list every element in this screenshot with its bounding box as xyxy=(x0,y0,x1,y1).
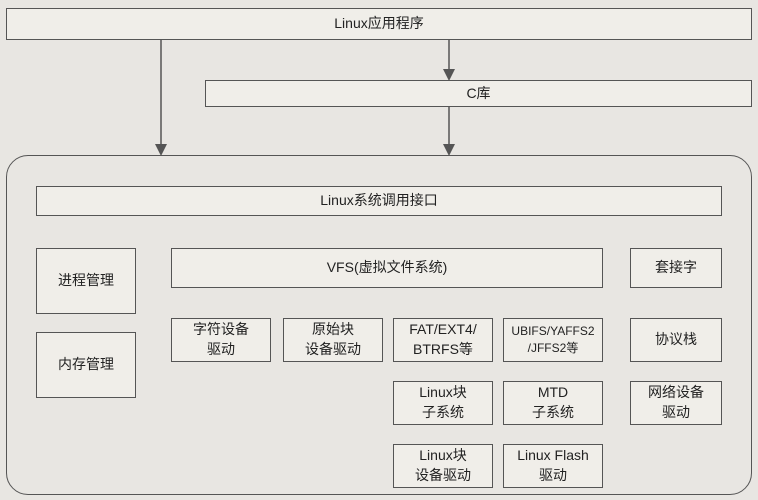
blk-drv-box: Linux块 设备驱动 xyxy=(393,444,493,488)
mtd-sub-label: MTD 子系统 xyxy=(532,383,574,422)
proto-stack-label: 协议栈 xyxy=(655,330,697,350)
linux-app-box: Linux应用程序 xyxy=(6,8,752,40)
fat-ext-label: FAT/EXT4/ BTRFS等 xyxy=(409,320,476,359)
proc-mgmt-box: 进程管理 xyxy=(36,248,136,314)
proc-mgmt-label: 进程管理 xyxy=(58,271,114,291)
fat-ext-box: FAT/EXT4/ BTRFS等 xyxy=(393,318,493,362)
flash-drv-label: Linux Flash 驱动 xyxy=(517,446,589,485)
flash-drv-box: Linux Flash 驱动 xyxy=(503,444,603,488)
syscall-box: Linux系统调用接口 xyxy=(36,186,722,216)
raw-blk-box: 原始块 设备驱动 xyxy=(283,318,383,362)
vfs-box: VFS(虚拟文件系统) xyxy=(171,248,603,288)
c-library-box: C库 xyxy=(205,80,752,107)
proto-stack-box: 协议栈 xyxy=(630,318,722,362)
mem-mgmt-box: 内存管理 xyxy=(36,332,136,398)
char-drv-box: 字符设备 驱动 xyxy=(171,318,271,362)
blk-drv-label: Linux块 设备驱动 xyxy=(415,446,471,485)
raw-blk-label: 原始块 设备驱动 xyxy=(305,320,361,359)
ubifs-label: UBIFS/YAFFS2 /JFFS2等 xyxy=(511,323,594,357)
socket-label: 套接字 xyxy=(655,258,697,278)
vfs-label: VFS(虚拟文件系统) xyxy=(327,258,448,278)
c-library-label: C库 xyxy=(466,84,490,104)
net-drv-label: 网络设备 驱动 xyxy=(648,383,704,422)
blk-sub-label: Linux块 子系统 xyxy=(419,383,466,422)
net-drv-box: 网络设备 驱动 xyxy=(630,381,722,425)
ubifs-box: UBIFS/YAFFS2 /JFFS2等 xyxy=(503,318,603,362)
syscall-label: Linux系统调用接口 xyxy=(320,191,437,211)
mem-mgmt-label: 内存管理 xyxy=(58,355,114,375)
char-drv-label: 字符设备 驱动 xyxy=(193,320,249,359)
socket-box: 套接字 xyxy=(630,248,722,288)
linux-app-label: Linux应用程序 xyxy=(334,14,423,34)
blk-sub-box: Linux块 子系统 xyxy=(393,381,493,425)
mtd-sub-box: MTD 子系统 xyxy=(503,381,603,425)
